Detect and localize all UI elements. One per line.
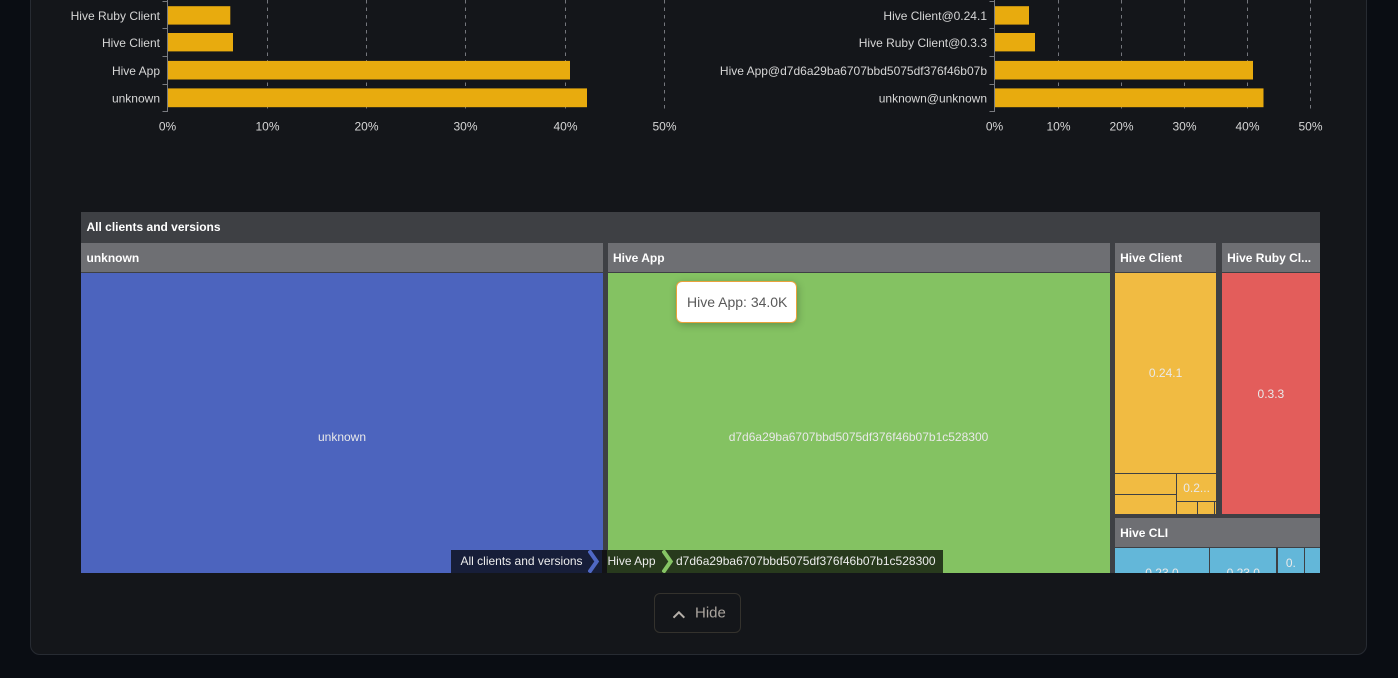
svg-text:unknown@unknown: unknown@unknown — [879, 92, 987, 106]
svg-text:20%: 20% — [1109, 120, 1133, 134]
svg-text:50%: 50% — [1298, 120, 1322, 134]
svg-text:Hive App@d7d6a29ba6707bbd5075d: Hive App@d7d6a29ba6707bbd5075df376f46b07… — [720, 64, 987, 78]
svg-text:50%: 50% — [652, 120, 676, 134]
svg-text:Hive Client: Hive Client — [102, 36, 161, 50]
svg-text:0%: 0% — [159, 120, 177, 134]
svg-text:30%: 30% — [1172, 120, 1196, 134]
svg-text:0%: 0% — [986, 120, 1004, 134]
svg-text:Hive Client@0.24.1: Hive Client@0.24.1 — [883, 9, 987, 23]
svg-text:20%: 20% — [354, 120, 378, 134]
svg-text:Hive App: Hive App — [112, 64, 160, 78]
svg-text:10%: 10% — [255, 120, 279, 134]
svg-text:Hive Ruby Client@0.3.3: Hive Ruby Client@0.3.3 — [859, 36, 988, 50]
svg-text:40%: 40% — [1235, 120, 1259, 134]
svg-text:unknown: unknown — [112, 92, 160, 106]
svg-text:10%: 10% — [1046, 120, 1070, 134]
svg-text:30%: 30% — [453, 120, 477, 134]
svg-text:40%: 40% — [553, 120, 577, 134]
svg-text:Hive Ruby Client: Hive Ruby Client — [71, 9, 161, 23]
